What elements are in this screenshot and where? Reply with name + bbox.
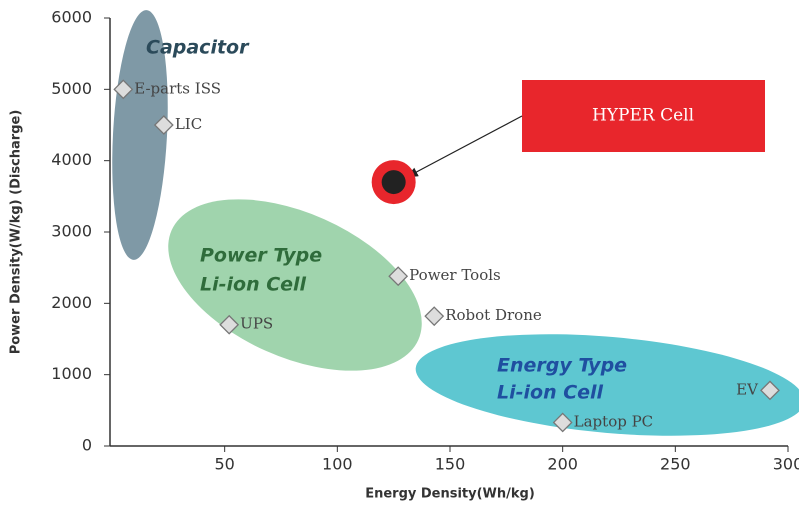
region-label: Li-ion Cell — [200, 274, 307, 296]
callout-box — [522, 80, 765, 152]
point-label: UPS — [240, 315, 273, 333]
point-label: Power Tools — [409, 266, 501, 284]
point-label: EV — [736, 380, 759, 398]
point-label: LIC — [175, 115, 202, 133]
region-label: Power Type — [200, 245, 322, 267]
data-point — [552, 412, 573, 433]
y-tick-label: 4000 — [51, 150, 92, 169]
point-label: E-parts ISS — [134, 79, 221, 97]
data-point — [219, 314, 240, 335]
region-label: Energy Type — [497, 355, 627, 377]
data-point — [153, 115, 174, 135]
highlight-point — [381, 170, 406, 195]
y-axis-title: Power Density(W/kg) (Discharge) — [9, 110, 24, 355]
region-label: Li-ion Cell — [497, 382, 604, 404]
y-tick-label: 1000 — [51, 364, 92, 383]
x-tick-label: 250 — [660, 455, 691, 474]
callout-label: HYPER Cell — [592, 106, 694, 126]
region-label: Capacitor — [146, 37, 250, 59]
x-tick-label: 300 — [773, 455, 799, 474]
data-point — [113, 79, 134, 100]
callout-arrow — [405, 115, 523, 178]
x-tick-label: 100 — [322, 455, 353, 474]
energy-type-region — [415, 334, 799, 436]
y-tick-label: 2000 — [51, 293, 92, 312]
data-point — [760, 380, 780, 401]
x-tick-label: 50 — [214, 455, 234, 474]
data-point — [388, 266, 409, 287]
x-axis-title: Energy Density(Wh/kg) — [365, 487, 535, 502]
capacitor-region — [112, 10, 168, 260]
data-point — [424, 306, 445, 327]
point-label: Robot Drone — [445, 306, 542, 324]
y-tick-label: 3000 — [51, 222, 92, 241]
point-label: Laptop PC — [574, 412, 654, 430]
y-tick-label: 0 — [82, 436, 92, 455]
y-tick-label: 5000 — [51, 79, 92, 98]
x-tick-label: 150 — [435, 455, 466, 474]
x-tick-label: 200 — [547, 455, 578, 474]
y-tick-label: 6000 — [51, 8, 92, 27]
